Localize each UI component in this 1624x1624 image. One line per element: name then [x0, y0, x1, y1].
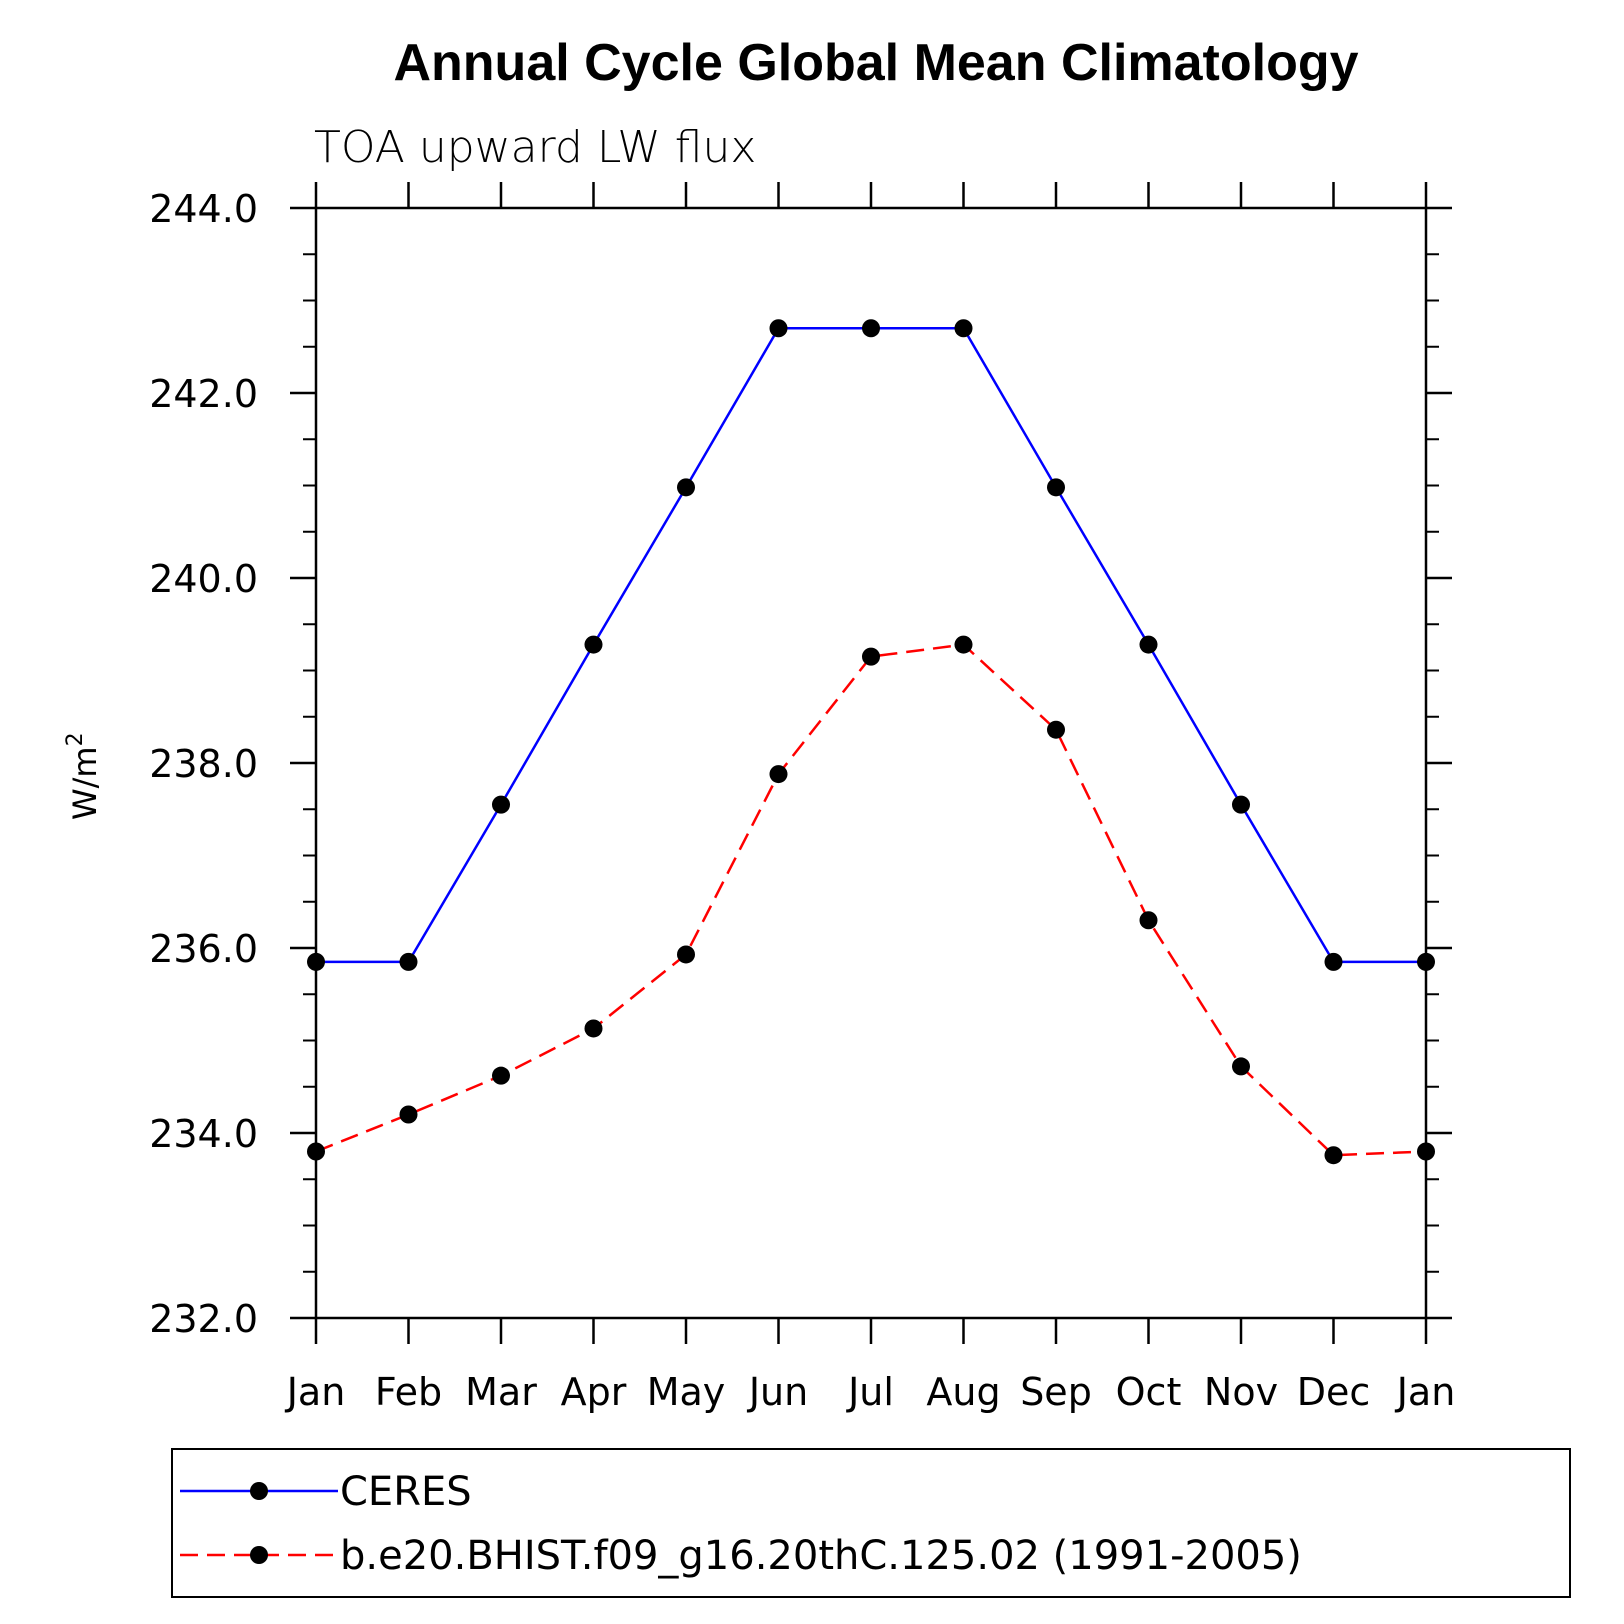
x-tick-label: Jan [1395, 1370, 1456, 1414]
legend: CERES b.e20.BHIST.f09_g16.20thC.125.02 (1… [171, 1448, 1571, 1598]
data-point [1139, 635, 1158, 654]
y-tick-label: 244.0 [149, 187, 258, 231]
data-point [1232, 795, 1250, 814]
data-point [1047, 720, 1065, 739]
x-tick-label: May [647, 1370, 726, 1414]
data-point [769, 765, 788, 784]
x-tick-label: Apr [561, 1370, 627, 1414]
legend-box [171, 1448, 1571, 1598]
data-point [1232, 1057, 1250, 1076]
chart-subtitle: TOA upward LW flux [314, 122, 756, 173]
y-tick-label: 242.0 [149, 372, 258, 416]
x-tick-label: Jan [285, 1370, 346, 1414]
legend-entries: CERES b.e20.BHIST.f09_g16.20thC.125.02 (1… [180, 1469, 1302, 1579]
data-point [677, 478, 695, 497]
legend-label: b.e20.BHIST.f09_g16.20thC.125.02 (1991-2… [340, 1533, 1302, 1579]
legend-marker [250, 1546, 268, 1564]
x-axis: Jan Feb Mar Apr May Jun Jul Aug Sep Oct Nov Dec Jan [285, 182, 1456, 1414]
data-point [492, 795, 510, 814]
x-tick-label: Aug [926, 1370, 1000, 1414]
legend-marker [250, 1482, 268, 1500]
data-point [769, 319, 788, 338]
data-point [492, 1066, 510, 1085]
data-point [584, 635, 603, 654]
y-axis-label: W/m2 [63, 732, 104, 820]
data-point [677, 945, 695, 964]
data-point [954, 635, 973, 654]
y-axis-label-superscript: 2 [63, 732, 88, 746]
x-tick-label: Feb [375, 1370, 442, 1414]
x-tick-label: Oct [1116, 1370, 1182, 1414]
series-line [315, 643, 1427, 1157]
x-tick-label: Mar [465, 1370, 537, 1414]
data-point [1139, 911, 1158, 930]
series-line [316, 327, 1426, 964]
x-tick-label: Nov [1204, 1370, 1278, 1414]
data-point [399, 952, 418, 971]
data-point [862, 319, 880, 338]
y-tick-label: 240.0 [149, 557, 258, 601]
data-point [399, 1105, 418, 1124]
chart-title: Annual Cycle Global Mean Climatology [393, 34, 1358, 92]
y-tick-label: 232.0 [149, 1297, 258, 1341]
data-point [954, 319, 973, 338]
data-point [1324, 952, 1343, 971]
x-tick-label: Jul [846, 1370, 894, 1414]
plot-frame [314, 206, 1428, 1320]
x-tick-label: Jun [747, 1370, 808, 1414]
y-tick-label: 236.0 [149, 927, 258, 971]
x-tick-label: Sep [1020, 1370, 1092, 1414]
data-point [1324, 1146, 1343, 1165]
data-point [584, 1019, 603, 1038]
legend-label: CERES [340, 1469, 472, 1515]
y-tick-label: 238.0 [149, 742, 258, 786]
plot-series [307, 319, 1435, 1165]
y-axis: 232.0 234.0 236.0 238.0 240.0 242.0 244.0 [149, 187, 1452, 1341]
data-point [1047, 478, 1065, 497]
x-tick-label: Dec [1297, 1370, 1371, 1414]
data-point [862, 647, 880, 666]
y-axis-label-text: W/m [66, 746, 104, 820]
y-tick-label: 234.0 [149, 1112, 258, 1156]
